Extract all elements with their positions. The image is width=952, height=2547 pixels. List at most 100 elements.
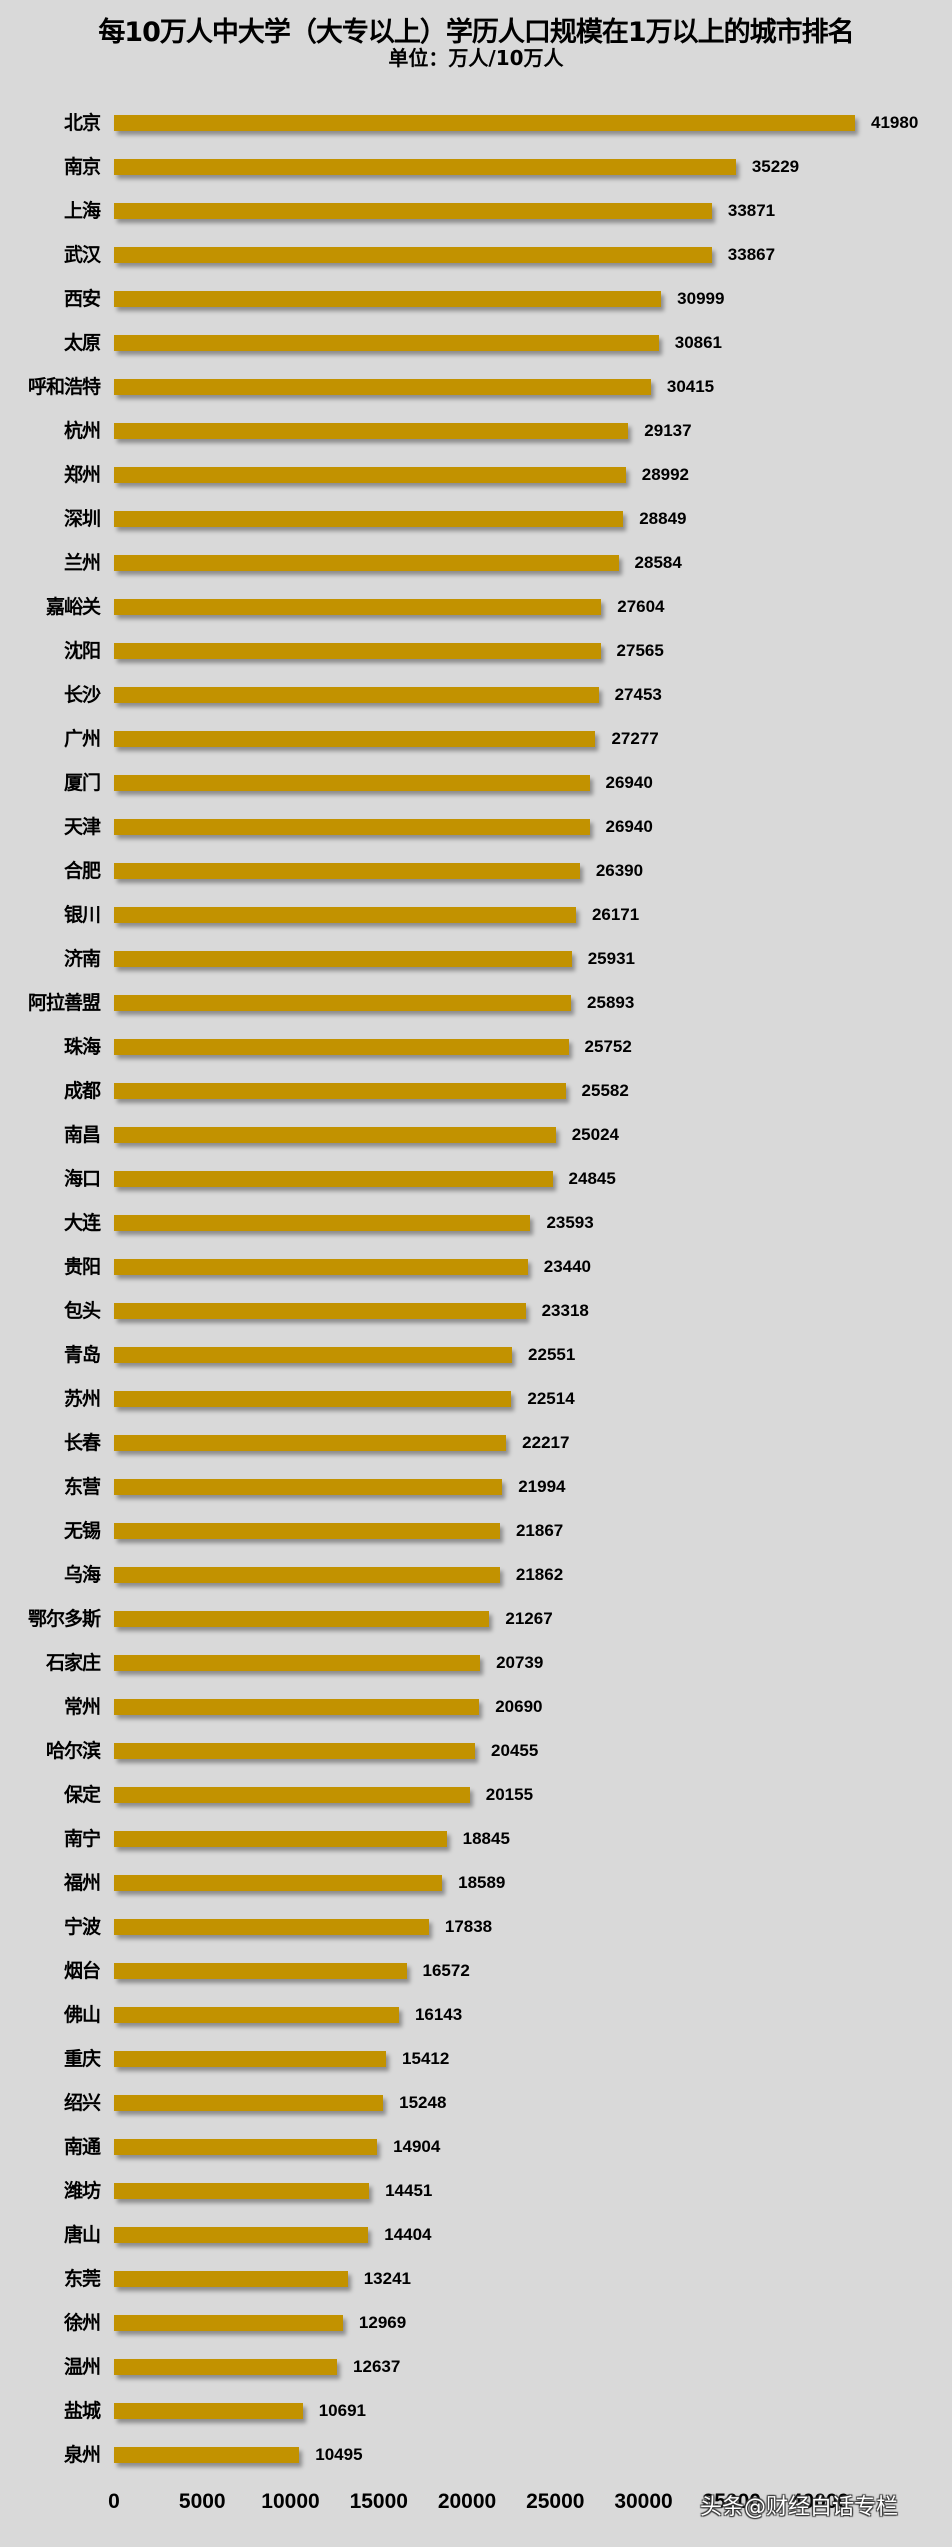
value-label: 23593 xyxy=(546,1213,594,1232)
bar xyxy=(114,1039,569,1055)
bar xyxy=(114,995,572,1011)
category-label: 济南 xyxy=(63,948,101,970)
bar-row: 成都 25582 xyxy=(0,1069,952,1113)
category-label: 佛山 xyxy=(63,2004,101,2026)
bar-row: 唐山 14404 xyxy=(0,2213,952,2257)
value-label: 13241 xyxy=(363,2269,411,2288)
category-label: 阿拉善盟 xyxy=(27,992,101,1014)
bar-row: 海口 24845 xyxy=(0,1157,952,1201)
bar xyxy=(114,2007,399,2023)
category-label: 长春 xyxy=(63,1432,101,1454)
value-label: 25582 xyxy=(581,1081,629,1100)
bar-row: 深圳 28849 xyxy=(0,497,952,541)
bar-row: 杭州 29137 xyxy=(0,409,952,453)
bar xyxy=(114,2227,369,2243)
value-label: 20155 xyxy=(485,1785,534,1804)
value-label: 21862 xyxy=(515,1565,564,1584)
value-label: 14404 xyxy=(384,2225,432,2244)
value-label: 22217 xyxy=(522,1433,570,1452)
bar-row: 温州 12637 xyxy=(0,2345,952,2389)
value-label: 30415 xyxy=(666,377,715,396)
category-label: 兰州 xyxy=(63,552,101,574)
bar-row: 重庆 15412 xyxy=(0,2037,952,2081)
bar-row: 天津 26940 xyxy=(0,805,952,849)
bar-row: 泉州 10495 xyxy=(0,2433,952,2477)
value-label: 14451 xyxy=(385,2181,433,2200)
bar xyxy=(114,1171,553,1187)
watermark: 头条@财经白话专栏 xyxy=(700,2495,899,2520)
bar xyxy=(114,1919,429,1935)
bar xyxy=(114,1479,503,1495)
bar xyxy=(114,1963,407,1979)
value-label: 28584 xyxy=(634,553,682,572)
x-axis-tick-label: 40000 xyxy=(790,2490,850,2513)
value-label: 21267 xyxy=(505,1609,553,1628)
value-label: 22514 xyxy=(527,1389,575,1408)
bar xyxy=(114,1391,512,1407)
value-label: 26390 xyxy=(595,861,644,880)
value-label: 28992 xyxy=(641,465,690,484)
bar-row: 盐城 10691 xyxy=(0,2389,952,2433)
value-label: 35229 xyxy=(751,157,800,176)
bar-row: 上海 33871 xyxy=(0,189,952,233)
bar-row: 烟台 16572 xyxy=(0,1949,952,1993)
bar xyxy=(114,1215,531,1231)
value-label: 30861 xyxy=(674,333,723,352)
bar xyxy=(114,2095,384,2111)
bar-row: 合肥 26390 xyxy=(0,849,952,893)
bar-row: 保定 20155 xyxy=(0,1773,952,1817)
value-label: 27453 xyxy=(614,685,662,704)
bar-row: 鄂尔多斯 21267 xyxy=(0,1597,952,1641)
value-label: 20455 xyxy=(491,1741,539,1760)
x-axis-tick-label: 0 xyxy=(108,2490,120,2513)
bar xyxy=(114,1875,443,1891)
value-label: 25024 xyxy=(571,1125,619,1144)
category-label: 长沙 xyxy=(63,684,101,706)
bar xyxy=(114,951,572,967)
bar-row: 兰州 28584 xyxy=(0,541,952,585)
bar-row: 北京 41980 xyxy=(0,101,952,145)
category-label: 鄂尔多斯 xyxy=(27,1608,101,1630)
bar-row: 乌海 21862 xyxy=(0,1553,952,1597)
bar xyxy=(114,731,596,747)
category-label: 合肥 xyxy=(63,860,101,882)
value-label: 26940 xyxy=(605,773,653,792)
bar xyxy=(114,115,855,131)
chart-subtitle: 单位：万人/10万人 xyxy=(388,46,564,70)
bar-row: 南昌 25024 xyxy=(0,1113,952,1157)
bar xyxy=(114,1435,507,1451)
bar-row: 南京 35229 xyxy=(0,145,952,189)
category-label: 石家庄 xyxy=(45,1652,101,1674)
bar-row: 嘉峪关 27604 xyxy=(0,585,952,629)
value-label: 27565 xyxy=(616,641,664,660)
value-label: 10691 xyxy=(318,2401,366,2420)
bar-row: 银川 26171 xyxy=(0,893,952,937)
bar xyxy=(114,687,599,703)
category-label: 天津 xyxy=(63,816,101,838)
category-label: 乌海 xyxy=(63,1564,101,1586)
bar-row: 珠海 25752 xyxy=(0,1025,952,1069)
bar xyxy=(114,2447,300,2463)
category-label: 东莞 xyxy=(63,2268,101,2290)
value-label: 12637 xyxy=(353,2357,401,2376)
category-label: 包头 xyxy=(63,1300,101,1322)
bar xyxy=(114,423,629,439)
x-axis-tick-label: 5000 xyxy=(178,2490,226,2513)
bar xyxy=(114,1831,447,1847)
value-label: 29137 xyxy=(644,421,692,440)
category-label: 保定 xyxy=(63,1784,101,1806)
bar xyxy=(114,907,576,923)
bar-row: 济南 25931 xyxy=(0,937,952,981)
value-label: 18845 xyxy=(462,1829,510,1848)
x-axis-tick-label: 20000 xyxy=(437,2490,497,2513)
bar-row: 无锡 21867 xyxy=(0,1509,952,1553)
category-label: 温州 xyxy=(63,2356,101,2378)
bar xyxy=(114,2271,348,2287)
x-axis-tick-label: 35000 xyxy=(702,2490,761,2513)
category-label: 北京 xyxy=(63,112,101,134)
value-label: 41980 xyxy=(871,113,919,132)
value-label: 16572 xyxy=(422,1961,470,1980)
category-label: 南昌 xyxy=(63,1124,101,1146)
category-label: 深圳 xyxy=(63,508,101,530)
bar-row: 西安 30999 xyxy=(0,277,952,321)
